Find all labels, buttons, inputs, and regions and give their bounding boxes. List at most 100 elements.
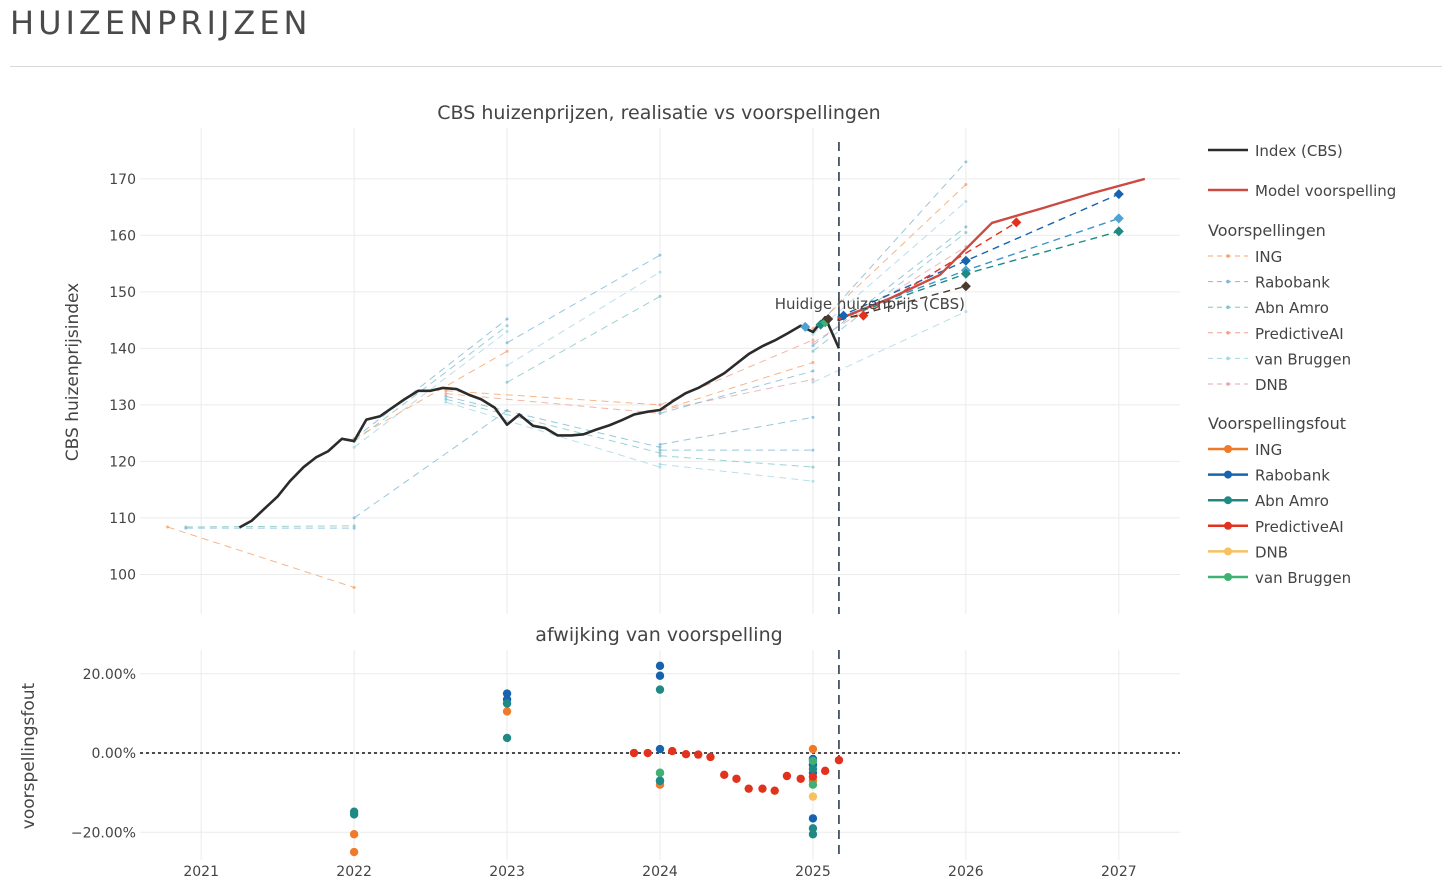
legend-forecast-dnb[interactable]: DNB — [1208, 376, 1288, 394]
error-point-abn-amro-1 — [349, 810, 359, 819]
forecast-path-18-pt-1 — [811, 479, 815, 483]
top-y-tick-110: 110 — [109, 511, 136, 527]
forecast-path-18-pt-0 — [658, 462, 662, 466]
error-point-predictiveai-13 — [808, 772, 818, 781]
error-point-predictiveai-0 — [629, 748, 639, 758]
top-gridlines — [140, 128, 1180, 614]
forecast-marker-8 — [858, 310, 869, 321]
error-point-predictiveai-10 — [770, 786, 779, 795]
forecast-lines — [166, 160, 968, 589]
forecast-path-13-pt-0 — [444, 394, 448, 398]
title-divider — [10, 66, 1442, 67]
forecast-path-7-pt-0 — [352, 516, 356, 520]
model-forecast-line — [838, 177, 1146, 321]
error-points — [349, 661, 844, 857]
legend-error-dot-1 — [1224, 470, 1232, 479]
forecast-path-22 — [659, 370, 814, 414]
forecast-path-0-pt-1 — [352, 585, 356, 589]
error-point-ing-2 — [502, 707, 512, 716]
forecast-markers — [800, 189, 1124, 332]
forecast-path-14 — [445, 398, 661, 454]
x-tick-2027: 2027 — [1101, 864, 1137, 880]
forecast-marker-0 — [1113, 189, 1124, 200]
legend-error-van-bruggen[interactable]: van Bruggen — [1208, 569, 1351, 587]
forecast-path-30-pt-1 — [964, 310, 968, 314]
legend-error-label-0: ING — [1255, 441, 1282, 459]
top-y-tick-120: 120 — [109, 454, 136, 470]
legend-forecast-van-bruggen[interactable]: van Bruggen — [1208, 350, 1351, 368]
error-forecast-path-4 — [838, 285, 967, 321]
forecast-path-20 — [659, 362, 814, 412]
legend-error-predictiveai[interactable]: PredictiveAI — [1208, 518, 1344, 536]
forecast-path-22-pt-1 — [811, 369, 815, 373]
legend-forecast-abn-amro[interactable]: Abn Amro — [1208, 299, 1329, 317]
legend-forecast-dot-1 — [1226, 279, 1230, 284]
error-point-predictiveai-8 — [744, 784, 753, 793]
forecast-path-14-pt-0 — [444, 397, 448, 401]
legend-item-model[interactable]: Model voorspelling — [1255, 182, 1396, 200]
forecast-path-23-pt-0 — [658, 403, 662, 407]
forecast-path-21-pt-1 — [811, 377, 815, 381]
x-tick-2022: 2022 — [336, 864, 372, 880]
forecast-marker-2 — [1113, 226, 1124, 237]
forecast-marker-9 — [800, 321, 811, 332]
legend-forecast-dot-0 — [1226, 254, 1230, 258]
forecast-marker-7 — [1011, 217, 1022, 228]
error-point-van-bruggen-1 — [808, 756, 818, 766]
forecast-path-15-pt-0 — [444, 400, 448, 404]
forecast-path-12-pt-0 — [444, 392, 448, 396]
forecast-path-9 — [506, 271, 661, 366]
legend-error-rabobank[interactable]: Rabobank — [1208, 467, 1330, 485]
error-point-predictiveai-5 — [706, 752, 715, 762]
legend-forecast-predictiveai[interactable]: PredictiveAI — [1208, 325, 1344, 343]
bottom-y-axis-label: voorspellingsfout — [19, 682, 39, 829]
forecast-path-9-pt-1 — [658, 270, 662, 274]
legend-forecast-dot-4 — [1226, 356, 1230, 361]
legend-error-dnb[interactable]: DNB — [1208, 543, 1288, 561]
legend-forecast-dot-2 — [1226, 305, 1230, 310]
forecast-path-9-pt-0 — [505, 363, 509, 367]
forecast-path-21 — [659, 378, 814, 412]
error-point-abn-amro-7 — [808, 824, 818, 833]
legend-error-ing[interactable]: ING — [1208, 441, 1282, 459]
forecast-path-6-pt-1 — [505, 349, 509, 353]
forecast-marker-5 — [960, 268, 971, 279]
legend-forecast-ing[interactable]: ING — [1208, 248, 1282, 266]
forecast-path-28 — [812, 232, 967, 352]
forecast-marker-12 — [823, 314, 834, 325]
legend-group-forecasts: Voorspellingen — [1208, 221, 1326, 240]
legend-item-index[interactable]: Index (CBS) — [1255, 142, 1343, 160]
error-point-rabobank-6 — [808, 814, 818, 823]
forecast-path-22-pt-0 — [658, 411, 662, 415]
forecast-path-24-pt-1 — [964, 160, 968, 164]
error-point-predictiveai-11 — [782, 771, 792, 781]
forecast-path-16-pt-0 — [658, 448, 662, 452]
legend-error-abn-amro[interactable]: Abn Amro — [1208, 492, 1329, 510]
top-y-tick-130: 130 — [109, 398, 136, 414]
forecast-path-17-pt-0 — [658, 454, 662, 458]
forecast-path-17 — [659, 455, 813, 468]
forecast-marker-6 — [960, 281, 971, 292]
error-point-predictiveai-6 — [720, 770, 729, 780]
forecast-path-5-pt-0 — [352, 445, 356, 449]
forecast-path-26 — [812, 201, 967, 335]
error-point-predictiveai-9 — [758, 784, 767, 793]
top-y-tick-100: 100 — [109, 567, 136, 583]
error-point-abn-amro-3 — [502, 699, 512, 708]
top-y-tick-160: 160 — [109, 228, 136, 244]
forecast-path-19-pt-0 — [658, 442, 662, 446]
error-point-ing-0 — [349, 847, 359, 857]
error-point-rabobank-0 — [502, 689, 512, 698]
forecast-path-17-pt-1 — [811, 465, 815, 469]
bottom-y-tick-0: 20.00% — [83, 667, 136, 683]
price-index-panel: CBS huizenprijzen, realisatie vs voorspe… — [63, 102, 1180, 614]
legend-group-errors: Voorspellingsfout — [1208, 414, 1346, 433]
legend-forecast-rabobank[interactable]: Rabobank — [1208, 274, 1330, 292]
error-point-predictiveai-4 — [694, 750, 703, 759]
error-point-rabobank-2 — [655, 661, 665, 671]
forecast-marker-3 — [960, 255, 971, 266]
legend-error-label-1: Rabobank — [1255, 467, 1330, 485]
page-title: HUIZENPRIJZEN — [10, 4, 312, 42]
error-point-predictiveai-2 — [668, 746, 677, 756]
